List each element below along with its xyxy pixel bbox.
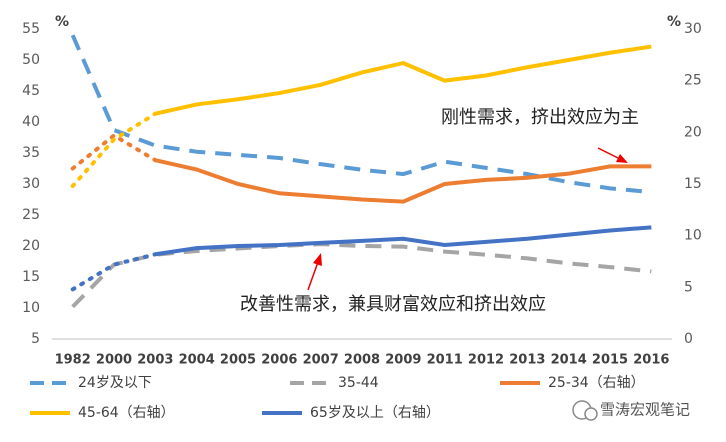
y2-tick-label: 10 [684,228,702,244]
y2-unit-label: % [667,14,681,30]
series-line [70,133,158,171]
x-tick-label: 2014 [551,353,587,368]
y2-tick-label: 25 [684,73,702,89]
y-tick-label: 10 [22,300,40,316]
x-tick-label: 2011 [427,353,463,368]
y2-tick-label: 15 [684,176,702,192]
y-tick-label: 30 [22,176,40,192]
y2-tick-label: 5 [684,279,693,295]
annotation-arrowhead [616,154,628,163]
watermark-icon [584,407,598,421]
annotation-arrowhead [313,253,322,266]
watermark: 雪涛宏观笔记 [572,400,690,421]
x-tick-label: 2003 [137,353,173,368]
y-tick-label: 45 [22,83,40,99]
x-tick-label: 2007 [303,353,339,368]
y-tick-label: 50 [22,52,40,68]
x-tick-label: 2008 [344,353,380,368]
watermark-text: 雪涛宏观笔记 [600,401,690,419]
x-tick-label: 2000 [96,353,132,368]
x-tick-label: 1982 [55,353,91,368]
series-line [70,252,158,292]
series-line [70,111,158,189]
series-line [155,225,652,257]
annotation-arrow [307,261,319,291]
x-tick-label: 2015 [592,353,628,368]
x-tick-label: 2016 [633,353,669,368]
legend-label: 24岁及以下 [78,375,152,391]
y-tick-label: 20 [22,238,40,254]
y-tick-label: 40 [22,114,40,130]
annotation: 刚性需求，挤出效应为主 [441,107,639,128]
y-tick-label: 5 [31,331,40,347]
y-tick-label: 15 [22,269,40,285]
x-tick-label: 2009 [385,353,421,368]
y-tick-label: 25 [22,207,40,223]
y2-tick-label: 0 [684,331,693,347]
x-tick-label: 2006 [261,353,297,368]
x-tick-label: 2013 [509,353,545,368]
x-tick-label: 2012 [468,353,504,368]
x-tick-label: 2005 [220,353,256,368]
y2-tick-label: 20 [684,124,702,140]
series-line [154,44,652,116]
legend-label: 65岁及以上（右轴） [310,405,440,421]
legend-label: 45-64（右轴） [78,405,175,421]
series-line [154,158,652,204]
y-unit-label: % [55,14,69,30]
x-tick-label: 2004 [179,353,215,368]
annotation: 改善性需求，兼具财富效应和挤出效应 [240,294,546,315]
series-line [70,34,652,195]
legend-label: 35-44 [338,375,379,391]
y-tick-label: 35 [22,145,40,161]
y-tick-label: 55 [22,21,40,37]
legend-label: 25-34（右轴） [548,375,645,391]
y2-tick-label: 30 [684,21,702,37]
